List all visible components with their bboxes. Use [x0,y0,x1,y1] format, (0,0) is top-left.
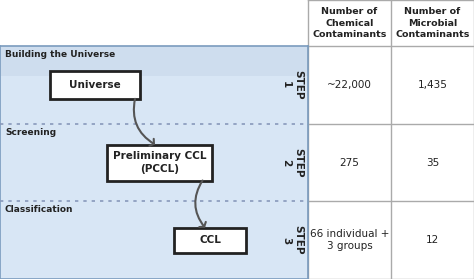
Bar [174,228,246,253]
Text: Classification: Classification [5,205,73,214]
Bar [0,0,474,46]
Text: STEP
3: STEP 3 [281,225,303,255]
Text: Number of
Chemical
Contaminants: Number of Chemical Contaminants [312,8,387,39]
Text: 35: 35 [426,158,439,167]
Text: 12: 12 [426,235,439,245]
Text: ~22,000: ~22,000 [327,80,372,90]
Text: Preliminary CCL
(PCCL): Preliminary CCL (PCCL) [113,151,207,174]
Bar [0,46,308,279]
Text: 1,435: 1,435 [418,80,447,90]
Text: Building the Universe: Building the Universe [5,50,115,59]
Text: CCL: CCL [199,235,221,245]
Text: Screening: Screening [5,128,56,137]
Bar [0,46,308,76]
Text: 66 individual +
3 groups: 66 individual + 3 groups [310,229,389,251]
Text: STEP
2: STEP 2 [281,148,303,177]
Bar [50,71,140,99]
Bar [308,0,474,279]
Text: Universe: Universe [69,80,121,90]
Text: Number of
Microbial
Contaminants: Number of Microbial Contaminants [395,8,470,39]
Text: STEP
1: STEP 1 [281,70,303,100]
Text: 275: 275 [339,158,359,167]
Bar [108,145,212,181]
